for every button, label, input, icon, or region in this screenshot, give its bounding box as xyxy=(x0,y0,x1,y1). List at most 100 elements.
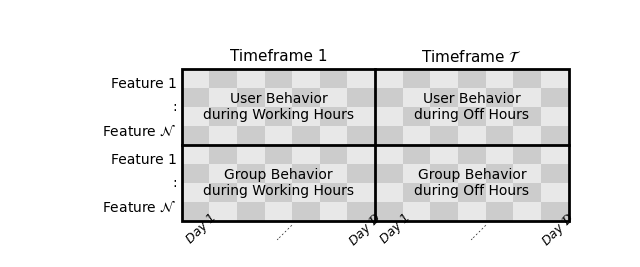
Bar xyxy=(403,88,430,107)
Bar xyxy=(458,183,486,202)
Bar xyxy=(264,69,292,88)
Bar xyxy=(458,69,486,88)
Bar xyxy=(237,126,264,145)
Bar xyxy=(486,69,513,88)
Bar xyxy=(237,164,264,183)
Bar xyxy=(430,107,458,126)
Bar xyxy=(264,202,292,221)
Bar xyxy=(513,107,541,126)
Bar xyxy=(541,145,568,164)
Bar xyxy=(403,126,430,145)
Bar xyxy=(264,107,292,126)
Text: User Behavior
during Off Hours: User Behavior during Off Hours xyxy=(414,92,529,122)
Bar xyxy=(182,183,209,202)
Text: Group Behavior
during Working Hours: Group Behavior during Working Hours xyxy=(203,168,354,198)
Text: Day 1: Day 1 xyxy=(184,211,220,246)
Bar xyxy=(320,202,348,221)
Text: Group Behavior
during Off Hours: Group Behavior during Off Hours xyxy=(414,168,529,198)
Bar xyxy=(486,183,513,202)
Bar xyxy=(458,164,486,183)
Bar xyxy=(237,69,264,88)
Bar xyxy=(320,69,348,88)
Bar xyxy=(348,202,375,221)
Bar xyxy=(513,164,541,183)
Bar xyxy=(375,126,403,145)
Text: Day 1: Day 1 xyxy=(378,211,413,246)
Text: Feature $\mathcal{N}$: Feature $\mathcal{N}$ xyxy=(102,124,177,139)
Bar xyxy=(320,107,348,126)
Bar xyxy=(292,88,320,107)
Bar xyxy=(375,69,403,88)
Bar xyxy=(458,202,486,221)
Text: Feature 1: Feature 1 xyxy=(111,77,177,91)
Bar xyxy=(403,145,430,164)
Bar xyxy=(237,107,264,126)
Bar xyxy=(320,183,348,202)
Bar xyxy=(375,183,403,202)
Bar xyxy=(292,202,320,221)
Bar xyxy=(320,88,348,107)
Bar xyxy=(403,164,430,183)
Bar xyxy=(403,183,430,202)
Bar xyxy=(320,164,348,183)
Text: User Behavior
during Working Hours: User Behavior during Working Hours xyxy=(203,92,354,122)
Bar xyxy=(348,183,375,202)
Bar xyxy=(375,145,403,164)
Text: Feature $\mathcal{N}$: Feature $\mathcal{N}$ xyxy=(102,200,177,215)
Bar xyxy=(403,107,430,126)
Bar xyxy=(403,202,430,221)
Bar xyxy=(430,183,458,202)
Bar xyxy=(541,88,568,107)
Bar xyxy=(513,88,541,107)
Text: ......: ...... xyxy=(463,216,490,242)
Text: Timeframe 1: Timeframe 1 xyxy=(230,49,327,64)
Bar xyxy=(292,164,320,183)
Bar xyxy=(209,107,237,126)
Bar xyxy=(182,69,568,221)
Bar xyxy=(375,202,403,221)
Bar xyxy=(264,126,292,145)
Bar xyxy=(237,183,264,202)
Bar xyxy=(182,69,209,88)
Bar xyxy=(430,145,458,164)
Bar xyxy=(182,126,209,145)
Bar xyxy=(209,183,237,202)
Bar xyxy=(458,107,486,126)
Bar xyxy=(292,183,320,202)
Bar xyxy=(486,107,513,126)
Text: :: : xyxy=(172,100,177,114)
Bar xyxy=(264,88,292,107)
Bar xyxy=(209,164,237,183)
Bar xyxy=(182,107,209,126)
Bar xyxy=(375,164,403,183)
Bar xyxy=(541,69,568,88)
Bar xyxy=(486,145,513,164)
Bar xyxy=(348,88,375,107)
Bar xyxy=(430,202,458,221)
Bar xyxy=(264,183,292,202)
Bar xyxy=(458,88,486,107)
Bar xyxy=(292,145,320,164)
Bar xyxy=(513,69,541,88)
Bar xyxy=(375,88,403,107)
Bar xyxy=(237,202,264,221)
Bar xyxy=(430,88,458,107)
Bar xyxy=(209,126,237,145)
Bar xyxy=(264,145,292,164)
Bar xyxy=(348,107,375,126)
Text: Feature 1: Feature 1 xyxy=(111,153,177,167)
Bar xyxy=(264,164,292,183)
Bar xyxy=(458,126,486,145)
Bar xyxy=(541,107,568,126)
Bar xyxy=(209,202,237,221)
Text: Day $\mathcal{D}$: Day $\mathcal{D}$ xyxy=(539,210,579,250)
Bar xyxy=(541,164,568,183)
Bar xyxy=(348,164,375,183)
Bar xyxy=(513,145,541,164)
Text: :: : xyxy=(172,176,177,190)
Bar xyxy=(292,107,320,126)
Bar xyxy=(348,69,375,88)
Text: ......: ...... xyxy=(270,216,296,242)
Text: Day $\mathcal{D}$: Day $\mathcal{D}$ xyxy=(346,210,385,250)
Bar xyxy=(486,126,513,145)
